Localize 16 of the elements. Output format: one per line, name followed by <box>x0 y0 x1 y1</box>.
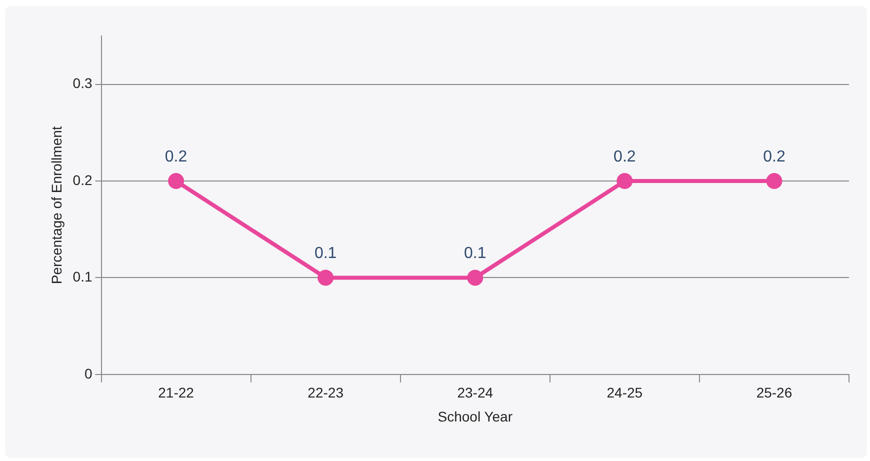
y-axis-title: Percentage of Enrollment <box>48 126 64 284</box>
x-tick-label: 21-22 <box>158 384 194 401</box>
x-tick-label: 23-24 <box>457 384 494 401</box>
y-tick-label: 0 <box>84 365 92 382</box>
y-tick-label: 0.3 <box>72 75 92 92</box>
y-tick-label: 0.2 <box>72 172 92 188</box>
data-label: 0.2 <box>614 148 636 166</box>
data-label: 0.1 <box>464 245 486 262</box>
x-tick-label: 24-25 <box>606 384 643 401</box>
x-axis-title: School Year <box>438 408 513 424</box>
x-tick-label: 25-26 <box>756 384 792 401</box>
data-label: 0.1 <box>314 245 337 262</box>
x-tick-label: 22-23 <box>308 384 344 401</box>
y-tick-label: 0.1 <box>72 268 92 285</box>
data-label: 0.2 <box>164 148 188 166</box>
data-label: 0.2 <box>763 148 786 166</box>
